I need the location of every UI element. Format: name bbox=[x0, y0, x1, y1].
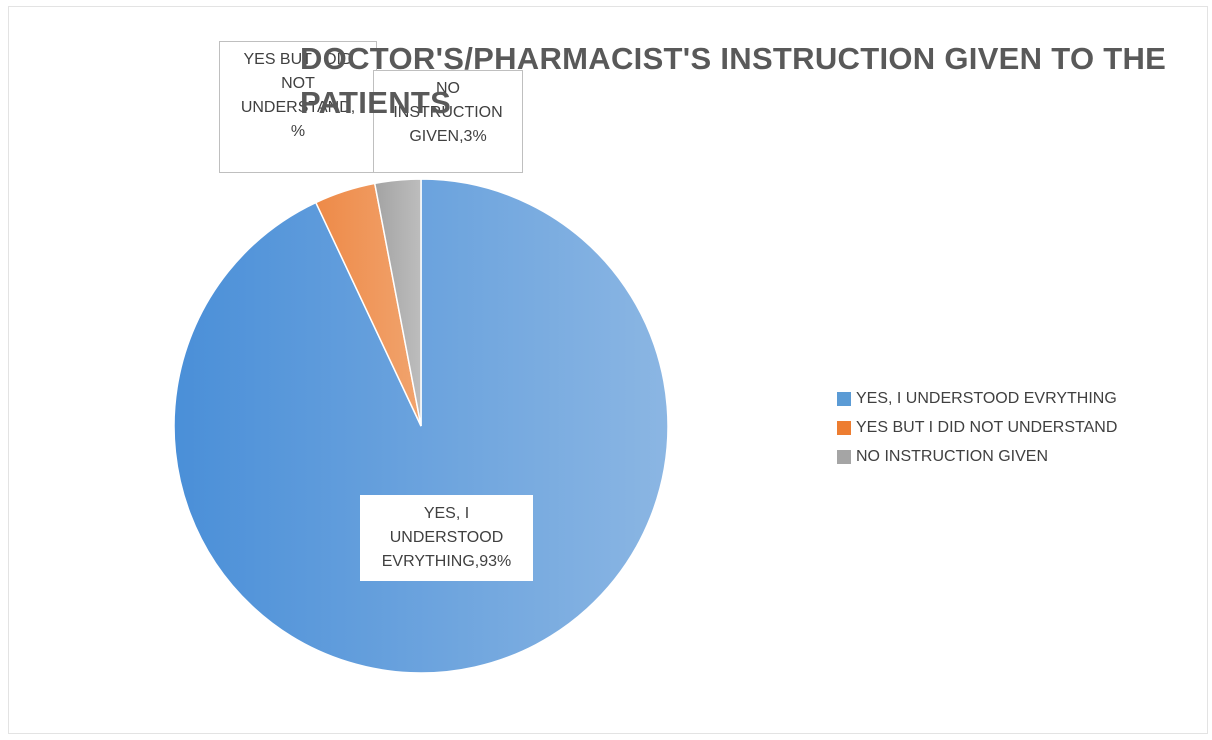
chart-legend: YES, I UNDERSTOOD EVRYTHING YES BUT I DI… bbox=[837, 384, 1117, 471]
data-label-line: YES, I bbox=[423, 505, 470, 522]
data-label-line: UNDERSTOOD bbox=[389, 529, 504, 546]
legend-label: YES BUT I DID NOT UNDERSTAND bbox=[856, 418, 1118, 436]
data-label-yes-understood: YES, I UNDERSTOOD EVRYTHING,93% bbox=[360, 495, 533, 581]
legend-item-yes-did-not-understand: YES BUT I DID NOT UNDERSTAND bbox=[837, 413, 1117, 442]
data-label-line: GIVEN,3% bbox=[409, 128, 487, 145]
legend-label: NO INSTRUCTION GIVEN bbox=[856, 447, 1049, 465]
data-label-no-instruction: NO INSTRUCTION GIVEN,3% bbox=[373, 70, 523, 173]
data-label-line: YES BUT I DID bbox=[243, 51, 353, 68]
data-label-line: NOT bbox=[281, 75, 315, 92]
pie-slices bbox=[173, 178, 669, 674]
data-label-line: UNDERSTAND, bbox=[240, 99, 356, 116]
data-label-line: % bbox=[290, 123, 306, 140]
data-label-yes-did-not-understand: YES BUT I DID NOT UNDERSTAND,% bbox=[219, 41, 377, 173]
legend-label: YES, I UNDERSTOOD EVRYTHING bbox=[856, 389, 1117, 407]
legend-swatch bbox=[837, 420, 851, 435]
data-label-line: INSTRUCTION bbox=[393, 104, 503, 121]
data-label-line: NO bbox=[436, 80, 460, 97]
legend-swatch bbox=[837, 449, 851, 464]
legend-swatch bbox=[837, 391, 851, 406]
legend-item-no-instruction: NO INSTRUCTION GIVEN bbox=[837, 442, 1117, 471]
data-label-line: EVRYTHING,93% bbox=[381, 553, 512, 570]
chart-title: DOCTOR'S/PHARMACIST'S INSTRUCTION GIVEN … bbox=[300, 41, 1167, 120]
legend-item-yes-understood: YES, I UNDERSTOOD EVRYTHING bbox=[837, 384, 1117, 413]
pie-slice-no-instruction bbox=[373, 178, 422, 427]
